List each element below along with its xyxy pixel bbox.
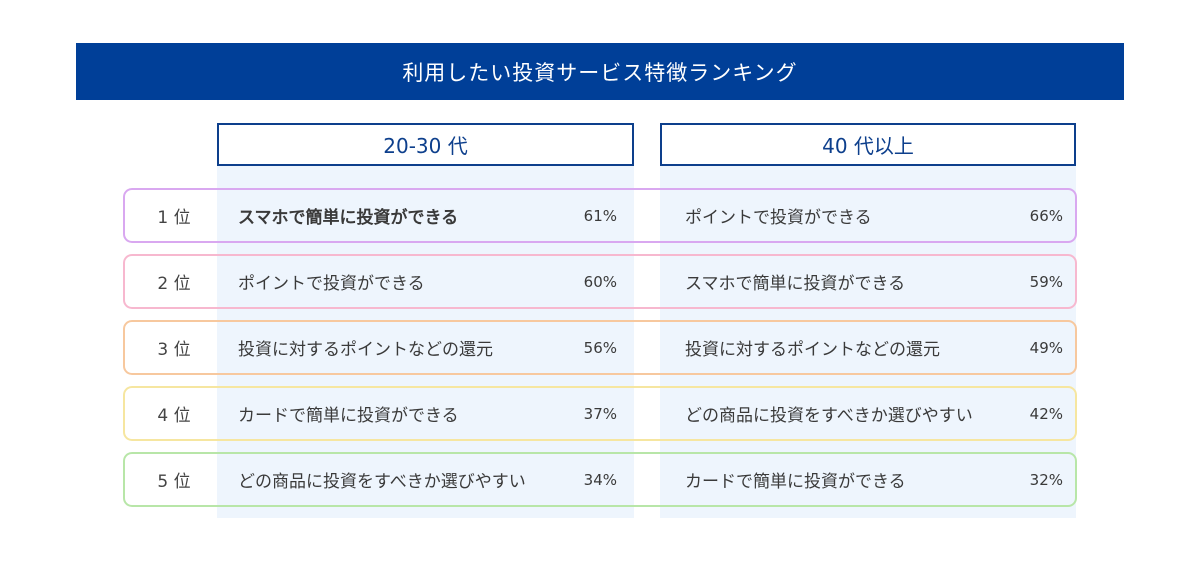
ranking-row: 5 位 どの商品に投資をすべきか選びやすい 34% カードで簡単に投資ができる 32% [123,452,1077,507]
feature-label: どの商品に投資をすべきか選びやすい [685,406,973,426]
feature-percentage: 42% [1029,404,1063,423]
feature-label: ポイントで投資ができる [685,208,872,228]
feature-percentage: 60% [583,272,617,291]
rank-label: 1 位 [157,208,191,228]
feature-percentage: 56% [583,338,617,357]
feature-label: 投資に対するポイントなどの還元 [685,340,940,360]
column-header-20-30: 20-30 代 [217,123,634,166]
ranking-row: 1 位 スマホで簡単に投資ができる 61% ポイントで投資ができる 66% [123,188,1077,243]
feature-label: カードで簡単に投資ができる [238,406,459,426]
feature-percentage: 32% [1029,470,1063,489]
column-header-40-plus: 40 代以上 [660,123,1076,166]
feature-label: 投資に対するポイントなどの還元 [238,340,493,360]
ranking-row: 4 位 カードで簡単に投資ができる 37% どの商品に投資をすべきか選びやすい 42% [123,386,1077,441]
feature-label: スマホで簡単に投資ができる [685,274,906,294]
feature-label: カードで簡単に投資ができる [685,472,906,492]
feature-percentage: 66% [1029,206,1063,225]
feature-percentage: 59% [1029,272,1063,291]
feature-percentage: 61% [583,206,617,225]
rank-label: 5 位 [157,472,191,492]
feature-label: ポイントで投資ができる [238,274,425,294]
ranking-row: 3 位 投資に対するポイントなどの還元 56% 投資に対するポイントなどの還元 49% [123,320,1077,375]
feature-percentage: 37% [583,404,617,423]
feature-label: スマホで簡単に投資ができる [238,208,459,228]
feature-percentage: 34% [583,470,617,489]
feature-percentage: 49% [1029,338,1063,357]
ranking-row: 2 位 ポイントで投資ができる 60% スマホで簡単に投資ができる 59% [123,254,1077,309]
chart-title: 利用したい投資サービス特徴ランキング [76,43,1124,100]
rank-label: 2 位 [157,274,191,294]
feature-label: どの商品に投資をすべきか選びやすい [238,472,526,492]
rank-label: 3 位 [157,340,191,360]
rank-label: 4 位 [157,406,191,426]
